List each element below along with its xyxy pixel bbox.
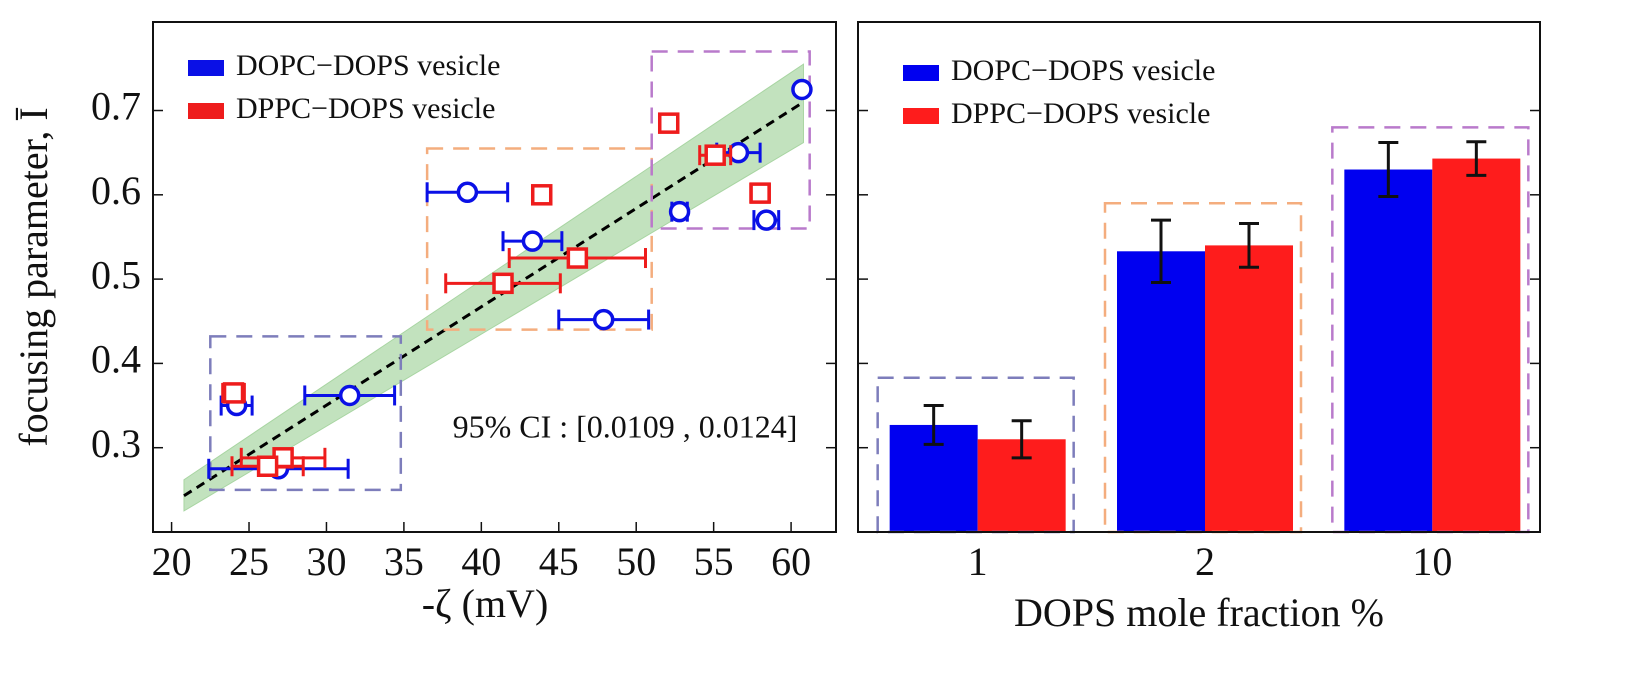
- fit-line: [183, 100, 805, 498]
- annotation: 95% CI : [0.0109 , 0.0124]: [453, 408, 798, 444]
- marker: [749, 182, 771, 204]
- marker: [668, 200, 691, 223]
- x-tick-label: 55: [694, 539, 734, 584]
- y-axis-label: focusing parameter, Ī: [11, 107, 56, 446]
- y-tick-label: 0.6: [91, 168, 141, 213]
- marker: [791, 78, 813, 101]
- x-axis-label: -ζ (mV): [422, 581, 549, 626]
- y-tick-label: 0.7: [91, 84, 141, 129]
- bar: [1432, 158, 1521, 532]
- x-axis-label: DOPS mole fraction %: [1014, 590, 1384, 635]
- marker: [530, 184, 553, 206]
- x-tick-label: 10: [1412, 539, 1452, 584]
- plot-frame: [152, 21, 837, 533]
- bar: [1344, 169, 1433, 532]
- x-tick-label: 35: [384, 539, 424, 584]
- y-tick-label: 0.3: [91, 421, 141, 466]
- marker: [456, 181, 479, 204]
- bar: [1205, 245, 1293, 532]
- x-tick-label: 20: [152, 539, 192, 584]
- x-tick-label: 45: [539, 539, 579, 584]
- region-box: [425, 147, 653, 331]
- region-box: [650, 50, 811, 230]
- x-tick-label: 50: [616, 539, 656, 584]
- legend-swatch: [188, 60, 224, 76]
- x-tick-label: 25: [229, 539, 269, 584]
- x-tick-label: 1: [968, 539, 988, 584]
- marker: [755, 209, 778, 231]
- y-tick-label: 0.5: [91, 252, 141, 297]
- legend-label: DPPC−DOPS vesicle: [951, 97, 1210, 130]
- marker: [256, 455, 279, 477]
- x-tick-label: 60: [771, 539, 811, 584]
- marker: [704, 144, 726, 166]
- plot-frame: [857, 21, 1541, 533]
- x-tick-label: 30: [306, 539, 346, 584]
- legend-swatch: [903, 108, 939, 124]
- marker: [521, 230, 544, 252]
- marker: [566, 247, 589, 269]
- legend-swatch: [903, 65, 939, 81]
- region-box: [209, 335, 403, 492]
- marker: [592, 308, 615, 331]
- marker: [492, 272, 514, 295]
- marker: [222, 382, 245, 404]
- x-tick-label: 40: [461, 539, 501, 584]
- x-tick-label: 2: [1195, 539, 1215, 584]
- region-box: [1331, 126, 1530, 534]
- legend-label: DOPC−DOPS vesicle: [236, 49, 500, 82]
- y-tick-label: 0.4: [91, 337, 141, 382]
- marker: [338, 384, 361, 407]
- legend-label: DPPC−DOPS vesicle: [236, 92, 495, 125]
- bar: [1117, 251, 1205, 533]
- region-box: [1103, 201, 1303, 534]
- legend-swatch: [188, 103, 224, 119]
- marker: [657, 112, 680, 134]
- legend-label: DOPC−DOPS vesicle: [951, 54, 1215, 87]
